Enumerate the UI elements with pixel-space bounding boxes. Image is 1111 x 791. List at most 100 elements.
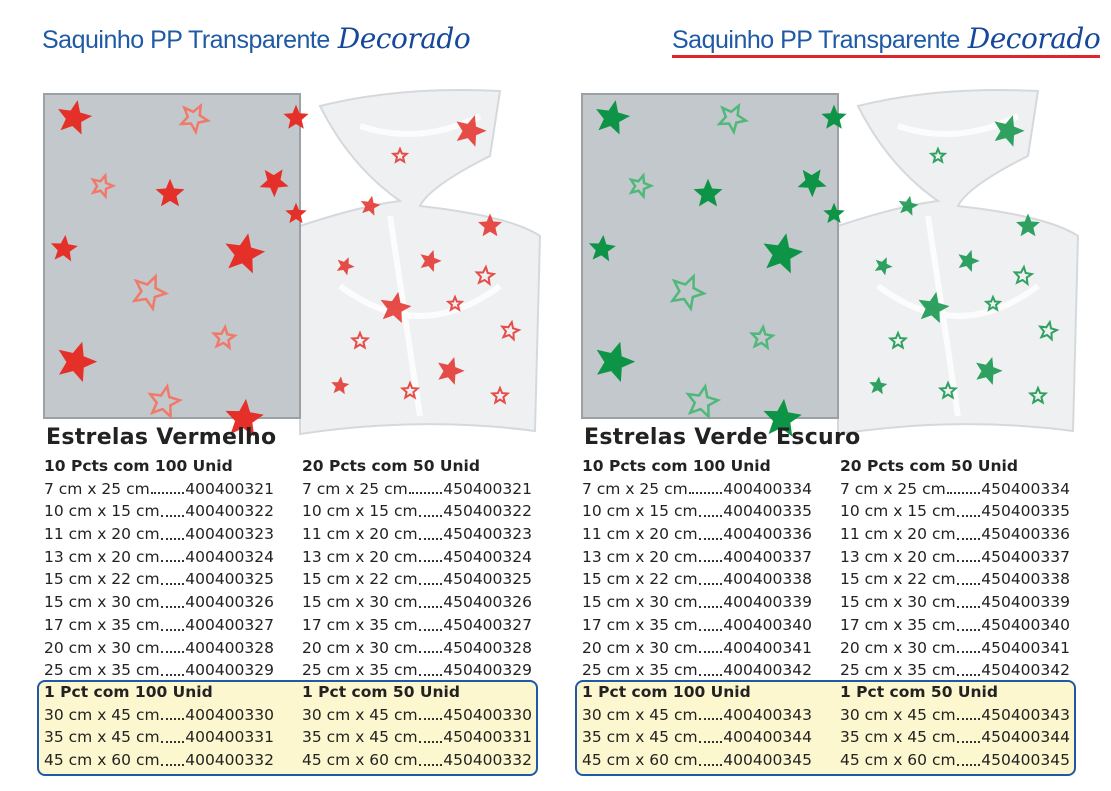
size-row: 20 cm x 30 cm 450400341 [840, 637, 1070, 660]
bag-star [898, 195, 919, 216]
size: 25 cm x 35 cm [582, 661, 698, 680]
swatch-star [763, 398, 802, 436]
code: 450400327 [443, 615, 532, 634]
leader [160, 637, 185, 654]
code: 450400340 [981, 615, 1070, 634]
leader [956, 749, 981, 766]
size-row: 15 cm x 22 cm 450400325 [302, 568, 532, 591]
size-row: 15 cm x 22 cm 450400338 [840, 568, 1070, 591]
leader [956, 726, 981, 744]
size: 30 cm x 45 cm [302, 705, 418, 724]
leader [956, 500, 981, 518]
size-row: 15 cm x 30 cm 400400339 [582, 591, 812, 614]
swatch-star [283, 104, 309, 129]
size: 45 cm x 60 cm [840, 751, 956, 770]
leader [698, 704, 723, 721]
column-heading: 1 Pct com 100 Unid [582, 683, 751, 701]
size-row: 20 cm x 30 cm 450400328 [302, 637, 532, 660]
size-row: 10 cm x 15 cm 450400335 [840, 500, 1070, 523]
code: 400400341 [723, 638, 812, 657]
leader [688, 478, 723, 495]
leader [418, 637, 443, 654]
bag-fold [338, 113, 502, 417]
size: 7 cm x 25 cm [44, 479, 150, 498]
bag [299, 89, 542, 436]
size: 30 cm x 45 cm [840, 705, 956, 724]
bag-star [1012, 264, 1035, 287]
code: 400400331 [185, 728, 274, 747]
size-row: 15 cm x 30 cm 450400339 [840, 591, 1070, 614]
code: 400400335 [723, 502, 812, 521]
size: 15 cm x 22 cm [582, 570, 698, 589]
highlight-box [575, 680, 1076, 776]
code: 450400336 [981, 525, 1070, 544]
size-row: 35 cm x 45 cm 400400331 [44, 726, 274, 749]
code: 450400335 [981, 502, 1070, 521]
code: 450400344 [981, 728, 1070, 747]
leader [956, 704, 981, 721]
code: 450400343 [981, 705, 1070, 724]
size: 35 cm x 45 cm [840, 728, 956, 747]
leader [418, 704, 443, 721]
product-image [43, 89, 542, 436]
bag-star [983, 294, 1003, 312]
code: 450400321 [443, 479, 532, 498]
leader [418, 500, 443, 518]
bag-star [474, 264, 497, 287]
bag-star [336, 257, 355, 276]
code: 400400342 [723, 661, 812, 680]
product-name: Estrelas Vermelho [46, 425, 277, 450]
swatch-star [178, 102, 212, 136]
size: 17 cm x 35 cm [44, 615, 160, 634]
size-row: 11 cm x 20 cm 450400336 [840, 523, 1070, 546]
bag-star [1027, 385, 1049, 405]
highlight-box [37, 680, 538, 776]
code: 450400332 [443, 751, 532, 770]
leader [698, 659, 723, 676]
code: 400400336 [723, 525, 812, 544]
swatch-star [821, 104, 847, 129]
size-row: 15 cm x 30 cm 400400326 [44, 591, 274, 614]
size-row: 20 cm x 30 cm 400400328 [44, 637, 274, 660]
size-row: 17 cm x 35 cm 450400327 [302, 614, 532, 637]
swatch-star [225, 233, 266, 274]
column-heading: 10 Pcts com 100 Unid [582, 457, 771, 475]
code: 400400345 [723, 751, 812, 770]
code: 450400328 [443, 638, 532, 657]
size: 13 cm x 20 cm [840, 547, 956, 566]
size: 11 cm x 20 cm [302, 525, 418, 544]
size: 10 cm x 15 cm [302, 502, 418, 521]
swatch-star [693, 178, 723, 207]
leader [160, 749, 185, 766]
bag-star [869, 376, 888, 395]
size-row: 20 cm x 30 cm 400400341 [582, 637, 812, 660]
leader [408, 478, 443, 495]
bag-star [456, 115, 487, 147]
swatch-star [147, 383, 184, 420]
code: 450400330 [443, 705, 532, 724]
size-row: 10 cm x 15 cm 400400335 [582, 500, 812, 523]
code: 450400324 [443, 547, 532, 566]
size-row: 17 cm x 35 cm 450400340 [840, 614, 1070, 637]
leader [160, 568, 185, 586]
swatch-star [596, 341, 636, 383]
header: Saquinho PP Transparente Decorado [672, 22, 1101, 58]
size: 15 cm x 22 cm [302, 570, 418, 589]
size-row: 10 cm x 15 cm 450400322 [302, 500, 532, 523]
bag-star [958, 249, 980, 272]
size-column: 1 Pct com 50 Unid 30 cm x 45 cm 450400343 3… [840, 681, 1070, 772]
size: 45 cm x 60 cm [582, 751, 698, 770]
bag-star [874, 257, 893, 276]
bag-star [976, 356, 1003, 385]
leader [698, 726, 723, 744]
size: 15 cm x 22 cm [44, 570, 160, 589]
swatch-star [90, 172, 117, 200]
size-row: 25 cm x 35 cm 400400342 [582, 659, 812, 682]
header: Saquinho PP Transparente Decorado [42, 22, 471, 55]
size-row: 35 cm x 45 cm 450400331 [302, 726, 532, 749]
size: 15 cm x 30 cm [582, 593, 698, 612]
code: 400400332 [185, 751, 274, 770]
size-row: 45 cm x 60 cm 450400332 [302, 749, 532, 772]
size: 15 cm x 22 cm [840, 570, 956, 589]
size: 25 cm x 35 cm [840, 661, 956, 680]
